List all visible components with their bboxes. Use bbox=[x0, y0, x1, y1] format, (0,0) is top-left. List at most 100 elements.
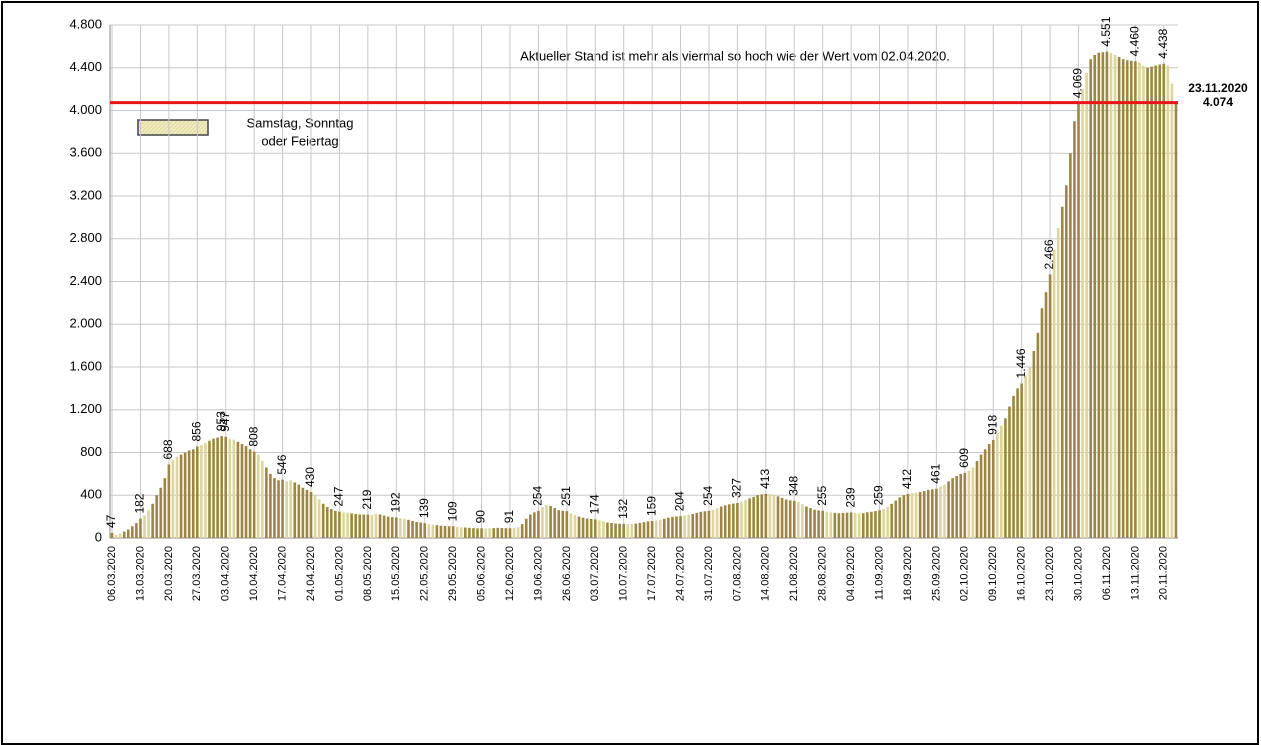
bar bbox=[845, 512, 849, 538]
data-label: 412 bbox=[900, 469, 914, 489]
data-label: 247 bbox=[332, 486, 346, 506]
bar bbox=[415, 521, 418, 538]
bar bbox=[715, 508, 719, 538]
x-tick-label: 13.03.2020 bbox=[134, 546, 146, 601]
bar bbox=[861, 513, 865, 538]
bar bbox=[622, 523, 625, 538]
bar bbox=[110, 532, 114, 538]
data-label: 918 bbox=[985, 415, 999, 435]
bar bbox=[468, 527, 471, 538]
data-label: 109 bbox=[445, 501, 459, 521]
bar bbox=[293, 482, 297, 538]
reference-label: 23.11.2020 bbox=[1188, 81, 1248, 95]
bar bbox=[825, 511, 829, 538]
bar bbox=[325, 507, 329, 538]
bar bbox=[1020, 383, 1023, 538]
bar bbox=[910, 493, 914, 538]
bar bbox=[427, 524, 431, 538]
bar bbox=[756, 495, 760, 538]
bar bbox=[545, 504, 548, 538]
bar bbox=[606, 522, 609, 538]
bar bbox=[906, 493, 910, 538]
bar bbox=[338, 511, 341, 538]
bar bbox=[817, 510, 820, 538]
bar bbox=[991, 439, 995, 538]
bar bbox=[650, 521, 654, 538]
data-label: 219 bbox=[360, 489, 374, 509]
bar bbox=[1113, 54, 1117, 539]
bar bbox=[711, 509, 715, 538]
x-tick-label: 06.03.2020 bbox=[106, 546, 118, 601]
bar bbox=[719, 506, 723, 538]
data-label: 254 bbox=[531, 486, 545, 506]
bar bbox=[813, 509, 816, 538]
x-tick-label: 09.10.2020 bbox=[987, 546, 999, 601]
bar bbox=[667, 517, 670, 538]
bar bbox=[1065, 185, 1068, 538]
bar bbox=[346, 512, 349, 538]
bar bbox=[902, 495, 906, 538]
x-tick-label: 15.05.2020 bbox=[390, 546, 402, 601]
bar bbox=[342, 512, 345, 538]
bar bbox=[236, 441, 240, 538]
bar bbox=[411, 520, 414, 538]
bar bbox=[289, 480, 293, 538]
bar bbox=[305, 489, 309, 538]
bar bbox=[975, 461, 979, 538]
bar bbox=[849, 512, 853, 538]
bar bbox=[857, 513, 861, 538]
bar bbox=[520, 524, 524, 538]
bar bbox=[476, 528, 479, 538]
bar bbox=[573, 515, 577, 538]
bar bbox=[585, 518, 589, 538]
bar bbox=[764, 493, 768, 538]
bar bbox=[1101, 52, 1105, 539]
bar bbox=[658, 519, 662, 538]
bar bbox=[122, 531, 126, 538]
bar bbox=[549, 505, 552, 538]
data-label: 348 bbox=[786, 475, 800, 495]
bar bbox=[610, 523, 613, 538]
bar bbox=[979, 454, 983, 538]
bar bbox=[931, 489, 934, 538]
bar bbox=[455, 526, 459, 538]
bar bbox=[252, 451, 256, 538]
bar bbox=[1036, 332, 1040, 538]
x-tick-label: 28.08.2020 bbox=[817, 546, 829, 601]
bar bbox=[159, 487, 163, 538]
bar bbox=[963, 472, 967, 538]
x-tick-label: 19.06.2020 bbox=[532, 546, 544, 601]
y-tick-label: 800 bbox=[80, 444, 102, 459]
data-label: 609 bbox=[957, 448, 971, 468]
bar bbox=[561, 510, 565, 538]
bar bbox=[780, 497, 784, 538]
data-label: 259 bbox=[872, 485, 886, 505]
bar bbox=[273, 478, 276, 538]
bar bbox=[663, 518, 666, 538]
bar bbox=[277, 480, 280, 538]
data-label: 413 bbox=[758, 469, 772, 489]
x-tick-label: 26.06.2020 bbox=[561, 546, 573, 601]
bar bbox=[488, 528, 491, 538]
bar bbox=[1077, 103, 1080, 539]
x-tick-label: 20.11.2020 bbox=[1158, 546, 1170, 600]
y-tick-label: 400 bbox=[80, 487, 102, 502]
bar bbox=[947, 481, 950, 538]
bar bbox=[354, 513, 357, 538]
bar bbox=[614, 523, 617, 538]
x-tick-label: 14.08.2020 bbox=[760, 546, 772, 601]
bar bbox=[723, 505, 727, 538]
bar bbox=[821, 510, 824, 538]
bar bbox=[403, 518, 406, 538]
data-label: 461 bbox=[929, 463, 943, 483]
bar bbox=[626, 524, 630, 538]
bar bbox=[760, 494, 764, 538]
bar bbox=[1056, 228, 1060, 538]
bar bbox=[524, 518, 528, 538]
bar bbox=[687, 514, 690, 538]
bar bbox=[459, 527, 463, 538]
x-tick-label: 04.09.2020 bbox=[845, 546, 857, 601]
bar bbox=[740, 501, 743, 538]
bar bbox=[967, 470, 971, 538]
